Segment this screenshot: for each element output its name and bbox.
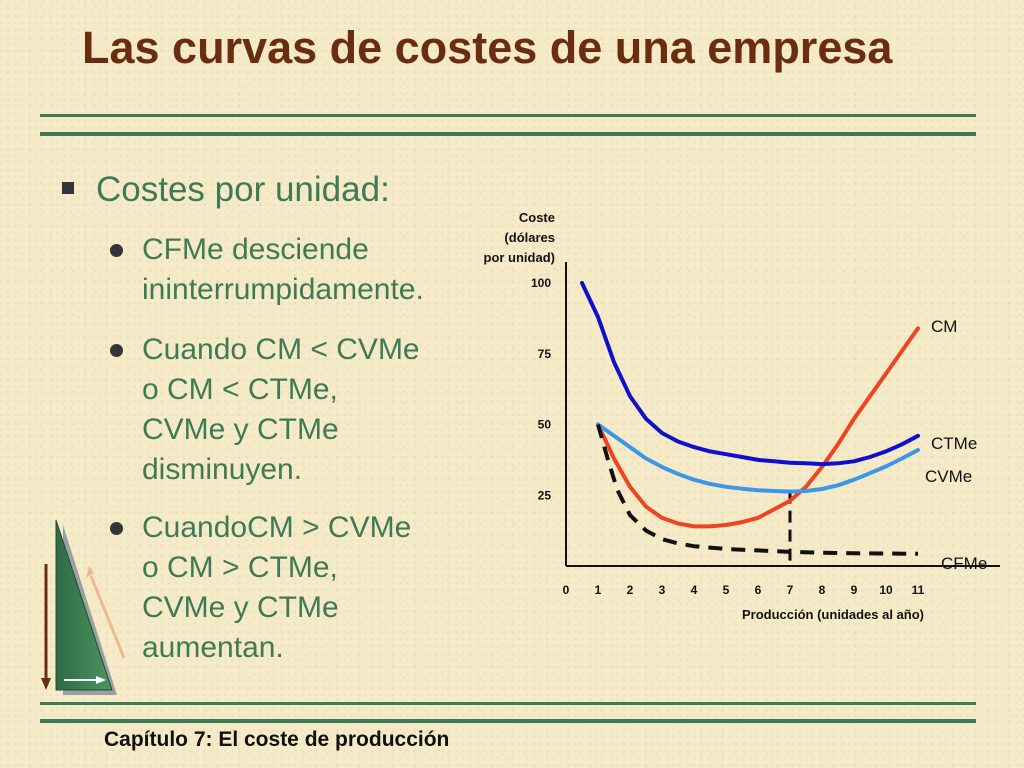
title-rule-bottom (40, 132, 976, 136)
series-ctme-line (580, 281, 920, 467)
series-cm-line (596, 326, 920, 529)
y-axis-label-line-1: Coste (519, 210, 555, 225)
y-tick-label-25: 25 (538, 488, 552, 502)
slide-title: Las curvas de costes de una empresa (82, 22, 893, 73)
up-diagonal-arrow-icon (89, 575, 126, 659)
round-bullet-icon (110, 522, 123, 535)
sub-bullet-3-line-4: aumentan. (142, 631, 284, 664)
x-axis-label: Producción (unidades al año) (742, 607, 924, 622)
y-axis-label-line-2: (dólares (504, 230, 555, 245)
x-tick-label-1: 1 (595, 583, 602, 597)
series-label-ctme: CTMe (931, 434, 977, 453)
triangle-diagram (41, 519, 126, 695)
series-label-cvme: CVMe (925, 467, 972, 486)
x-tick-label-6: 6 (755, 583, 762, 597)
sub-bullet-2-line-3: CVMe y CTMe (142, 413, 339, 446)
x-tick-label-4: 4 (691, 583, 698, 597)
footer-chapter: Capítulo 7: El coste de producción (104, 728, 450, 751)
series-label-cfme: CFMe (941, 554, 987, 573)
sub-bullet-3-line-2: o CM > CTMe, (142, 551, 338, 584)
y-tick-label-100: 100 (531, 276, 551, 290)
x-tick-label-0: 0 (563, 583, 570, 597)
x-tick-label-2: 2 (627, 583, 634, 597)
round-bullet-icon (110, 344, 123, 357)
y-tick-label-50: 50 (538, 418, 552, 432)
sub-bullet-1-line-1: CFMe desciende (142, 233, 369, 266)
round-bullet-icon (110, 244, 123, 257)
x-tick-label-7: 7 (787, 583, 794, 597)
sub-bullet-3-line-1: CuandoCM > CVMe (142, 511, 412, 544)
y-tick-label-75: 75 (538, 347, 552, 361)
bullet-main: Costes por unidad: (62, 170, 390, 210)
square-bullet-icon (62, 181, 74, 194)
series-label-cm: CM (931, 317, 957, 336)
footer-rule-bottom (40, 719, 976, 723)
sub-bullet-3-line-3: CVMe y CTMe (142, 591, 339, 624)
sub-bullet-2-line-1: Cuando CM < CVMe (142, 333, 420, 366)
triangle-shape (55, 519, 113, 691)
footer-rule-top (40, 702, 976, 705)
y-axis-label-line-3: por unidad) (484, 250, 556, 265)
bullet-main-text: Costes por unidad: (96, 170, 390, 209)
x-tick-label-3: 3 (659, 583, 666, 597)
x-tick-label-5: 5 (723, 583, 730, 597)
x-tick-label-10: 10 (879, 583, 893, 597)
x-tick-label-9: 9 (851, 583, 858, 597)
x-tick-label-11: 11 (912, 583, 925, 597)
series-cvme-line (596, 422, 920, 494)
title-rule-top (40, 114, 976, 117)
x-tick-label-8: 8 (819, 583, 826, 597)
sub-bullet-1-line-2: ininterrumpidamente. (142, 273, 424, 306)
sub-bullet-2-line-4: disminuyen. (142, 453, 303, 486)
sub-bullet-2-line-2: o CM < CTMe, (142, 373, 338, 406)
series-cfme-line (596, 423, 919, 556)
